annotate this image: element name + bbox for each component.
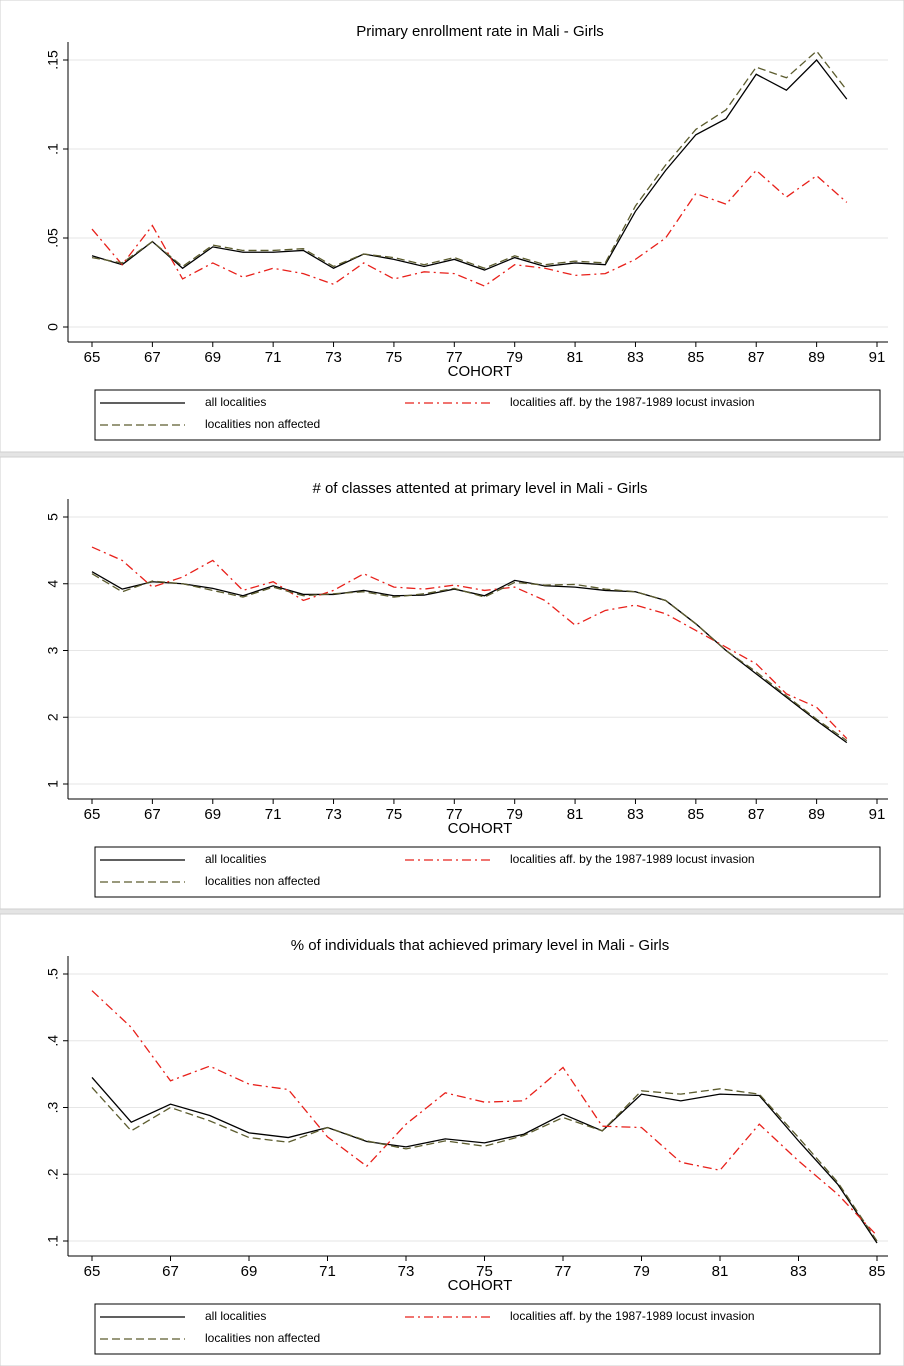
legend-label: localities aff. by the 1987-1989 locust …	[510, 1309, 755, 1323]
chart-title: % of individuals that achieved primary l…	[291, 937, 669, 954]
series-line	[91, 1087, 878, 1242]
legend-label: all localities	[205, 1309, 266, 1323]
y-tick-label: .4	[45, 1035, 61, 1047]
legend-label: all localities	[205, 395, 266, 409]
x-tick-label: 77	[446, 806, 463, 823]
x-tick-label: 73	[398, 1263, 415, 1280]
y-tick-label: 3	[45, 646, 61, 654]
x-tick-label: 87	[748, 349, 765, 366]
x-tick-label: 65	[84, 1263, 101, 1280]
series-line	[91, 546, 848, 740]
x-tick-label: 67	[144, 806, 161, 823]
y-tick-label: .15	[45, 50, 61, 70]
legend-box	[94, 1303, 881, 1355]
x-tick-label: 75	[386, 349, 403, 366]
x-tick-label: 81	[567, 349, 584, 366]
x-tick-label: 71	[265, 349, 282, 366]
y-tick-label: 4	[45, 580, 61, 588]
x-tick-label: 65	[84, 349, 101, 366]
x-tick-label: 83	[627, 806, 644, 823]
y-tick-label: 1	[45, 780, 61, 788]
x-tick-label: 87	[748, 806, 765, 823]
y-tick-label: .3	[45, 1101, 61, 1113]
x-tick-label: 81	[712, 1263, 729, 1280]
x-tick-label: 71	[319, 1263, 336, 1280]
y-tick-label: .1	[45, 143, 61, 155]
x-tick-label: 83	[627, 349, 644, 366]
x-tick-label: 69	[204, 806, 221, 823]
series-line	[91, 59, 848, 271]
x-tick-label: 67	[162, 1263, 179, 1280]
x-tick-label: 85	[688, 806, 705, 823]
legend-box	[94, 846, 881, 898]
x-tick-label: 83	[790, 1263, 807, 1280]
legend-box	[94, 389, 881, 441]
x-tick-label: 89	[808, 806, 825, 823]
chart-title: # of classes attented at primary level i…	[312, 480, 647, 497]
x-tick-label: 73	[325, 349, 342, 366]
y-tick-label: 0	[45, 323, 61, 331]
chart-title: Primary enrollment rate in Mali - Girls	[356, 23, 604, 40]
series-line	[91, 1077, 878, 1244]
legend-label: localities aff. by the 1987-1989 locust …	[510, 852, 755, 866]
x-tick-label: 67	[144, 349, 161, 366]
x-tick-label: 85	[688, 349, 705, 366]
legend-label: localities non affected	[205, 1331, 320, 1345]
x-tick-label: 81	[567, 806, 584, 823]
y-tick-label: 5	[45, 513, 61, 521]
series-line	[91, 50, 848, 269]
x-tick-label: 91	[869, 806, 886, 823]
x-tick-label: 65	[84, 806, 101, 823]
legend-label: localities non affected	[205, 417, 320, 431]
y-tick-label: .5	[45, 968, 61, 980]
x-tick-label: 69	[204, 349, 221, 366]
x-tick-label: 79	[633, 1263, 650, 1280]
y-tick-label: 2	[45, 713, 61, 721]
x-tick-label: 85	[869, 1263, 886, 1280]
series-line	[91, 573, 848, 742]
x-tick-label: 91	[869, 349, 886, 366]
x-tick-label: 77	[446, 349, 463, 366]
series-line	[91, 990, 878, 1237]
x-tick-label: 77	[555, 1263, 572, 1280]
legend-label: localities aff. by the 1987-1989 locust …	[510, 395, 755, 409]
x-tick-label: 75	[476, 1263, 493, 1280]
x-tick-label: 79	[506, 806, 523, 823]
legend-label: localities non affected	[205, 874, 320, 888]
panel	[0, 0, 904, 453]
x-tick-label: 89	[808, 349, 825, 366]
x-tick-label: 75	[386, 806, 403, 823]
y-tick-label: .05	[45, 228, 61, 248]
x-axis-label: COHORT	[448, 1277, 513, 1294]
y-tick-label: .2	[45, 1168, 61, 1180]
x-axis-label: COHORT	[448, 363, 513, 380]
x-axis-label: COHORT	[448, 820, 513, 837]
legend-label: all localities	[205, 852, 266, 866]
panel	[0, 456, 904, 910]
x-tick-label: 79	[506, 349, 523, 366]
x-tick-label: 73	[325, 806, 342, 823]
series-line	[91, 169, 848, 287]
x-tick-label: 69	[241, 1263, 258, 1280]
x-tick-label: 71	[265, 806, 282, 823]
y-tick-label: .1	[45, 1235, 61, 1247]
